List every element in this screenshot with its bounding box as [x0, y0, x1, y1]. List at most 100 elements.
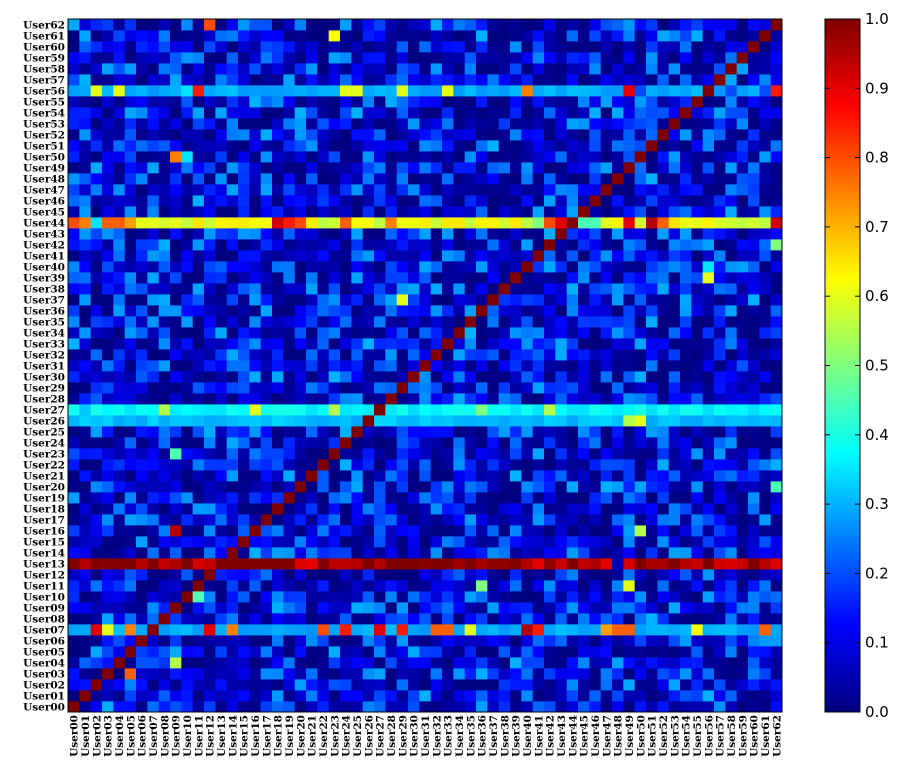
heatmap-cell: [532, 239, 545, 251]
heatmap-cell: [306, 360, 318, 372]
heatmap-cell: [396, 30, 409, 42]
heatmap-cell: [657, 184, 670, 196]
heatmap-cell: [249, 30, 262, 42]
heatmap-cell: [362, 580, 375, 592]
heatmap-cell: [238, 305, 250, 317]
heatmap-cell: [646, 602, 658, 614]
heatmap-cell: [487, 569, 500, 581]
heatmap-cell: [294, 96, 307, 108]
heatmap-cell: [90, 41, 103, 53]
heatmap-cell: [544, 184, 556, 196]
heatmap-cell: [759, 151, 772, 163]
heatmap-cell: [283, 184, 296, 196]
heatmap-cell: [226, 657, 239, 669]
heatmap-cell: [136, 503, 148, 515]
heatmap-cell: [374, 217, 386, 229]
heatmap-cell: [532, 492, 545, 504]
heatmap-cell: [328, 679, 341, 691]
heatmap-cell: [385, 635, 398, 647]
heatmap-cell: [90, 536, 103, 548]
heatmap-cell: [181, 525, 194, 537]
heatmap-cell: [136, 525, 148, 537]
heatmap-cell: [102, 195, 114, 207]
heatmap-cell: [306, 668, 318, 680]
heatmap-cell: [226, 140, 239, 152]
heatmap-cell: [646, 668, 658, 680]
heatmap-cell: [668, 679, 681, 691]
heatmap-cell: [657, 19, 670, 31]
heatmap-cell: [385, 19, 398, 31]
heatmap-cell: [317, 52, 330, 64]
heatmap-cell: [498, 646, 511, 658]
heatmap-cell: [408, 30, 420, 42]
heatmap-cell: [249, 316, 262, 328]
heatmap-cell: [634, 360, 647, 372]
heatmap-cell: [680, 701, 692, 713]
heatmap-cell: [566, 393, 579, 405]
heatmap-cell: [362, 195, 375, 207]
heatmap-cell: [238, 613, 250, 625]
heatmap-cell: [351, 437, 364, 449]
heatmap-cell: [158, 239, 171, 251]
heatmap-cell: [759, 657, 772, 669]
heatmap-cell: [340, 580, 352, 592]
heatmap-cell: [102, 294, 114, 306]
y-tick-label: User37: [23, 295, 65, 307]
heatmap-cell: [521, 107, 534, 119]
heatmap-cell: [238, 679, 250, 691]
heatmap-cell: [680, 624, 692, 636]
heatmap-cell: [430, 173, 443, 185]
heatmap-cell: [283, 415, 296, 427]
heatmap-cell: [362, 217, 375, 229]
heatmap-cell: [419, 85, 432, 97]
heatmap-cell: [555, 52, 568, 64]
heatmap-cell: [600, 701, 613, 713]
heatmap-cell: [714, 448, 726, 460]
heatmap-cell: [521, 470, 534, 482]
y-tick-label: User29: [23, 383, 65, 395]
heatmap-cell: [238, 591, 250, 603]
heatmap-cell: [113, 338, 126, 350]
heatmap-cell: [283, 558, 296, 570]
heatmap-cell: [634, 118, 647, 130]
heatmap-cell: [238, 327, 250, 339]
heatmap-cell: [612, 85, 624, 97]
heatmap-cell: [181, 338, 194, 350]
heatmap-cell: [90, 525, 103, 537]
heatmap-cell: [351, 470, 364, 482]
heatmap-cell: [181, 426, 194, 438]
heatmap-cell: [759, 668, 772, 680]
heatmap-cell: [419, 690, 432, 702]
heatmap-cell: [90, 635, 103, 647]
heatmap-cell: [578, 41, 590, 53]
heatmap-cell: [668, 382, 681, 394]
heatmap-cell: [748, 85, 760, 97]
heatmap-cell: [476, 283, 488, 295]
heatmap-cell: [657, 349, 670, 361]
heatmap-cell: [680, 437, 692, 449]
heatmap-cell: [725, 404, 738, 416]
heatmap-cell: [566, 426, 579, 438]
heatmap-cell: [691, 305, 704, 317]
heatmap-cell: [725, 547, 738, 559]
heatmap-cell: [748, 569, 760, 581]
heatmap-cell: [215, 19, 228, 31]
heatmap-cell: [657, 195, 670, 207]
heatmap-cell: [90, 569, 103, 581]
heatmap-cell: [215, 30, 228, 42]
heatmap-cell: [646, 635, 658, 647]
heatmap-cell: [634, 305, 647, 317]
heatmap-cell: [351, 459, 364, 471]
heatmap-cell: [351, 360, 364, 372]
heatmap-cell: [102, 415, 114, 427]
heatmap-cell: [566, 569, 579, 581]
heatmap-cell: [464, 624, 477, 636]
heatmap-cell: [589, 536, 602, 548]
heatmap-cell: [759, 547, 772, 559]
heatmap-cell: [759, 602, 772, 614]
heatmap-cell: [215, 217, 228, 229]
heatmap-cell: [90, 547, 103, 559]
heatmap-cell: [181, 613, 194, 625]
heatmap-cell: [260, 74, 273, 86]
heatmap-cell: [79, 283, 92, 295]
